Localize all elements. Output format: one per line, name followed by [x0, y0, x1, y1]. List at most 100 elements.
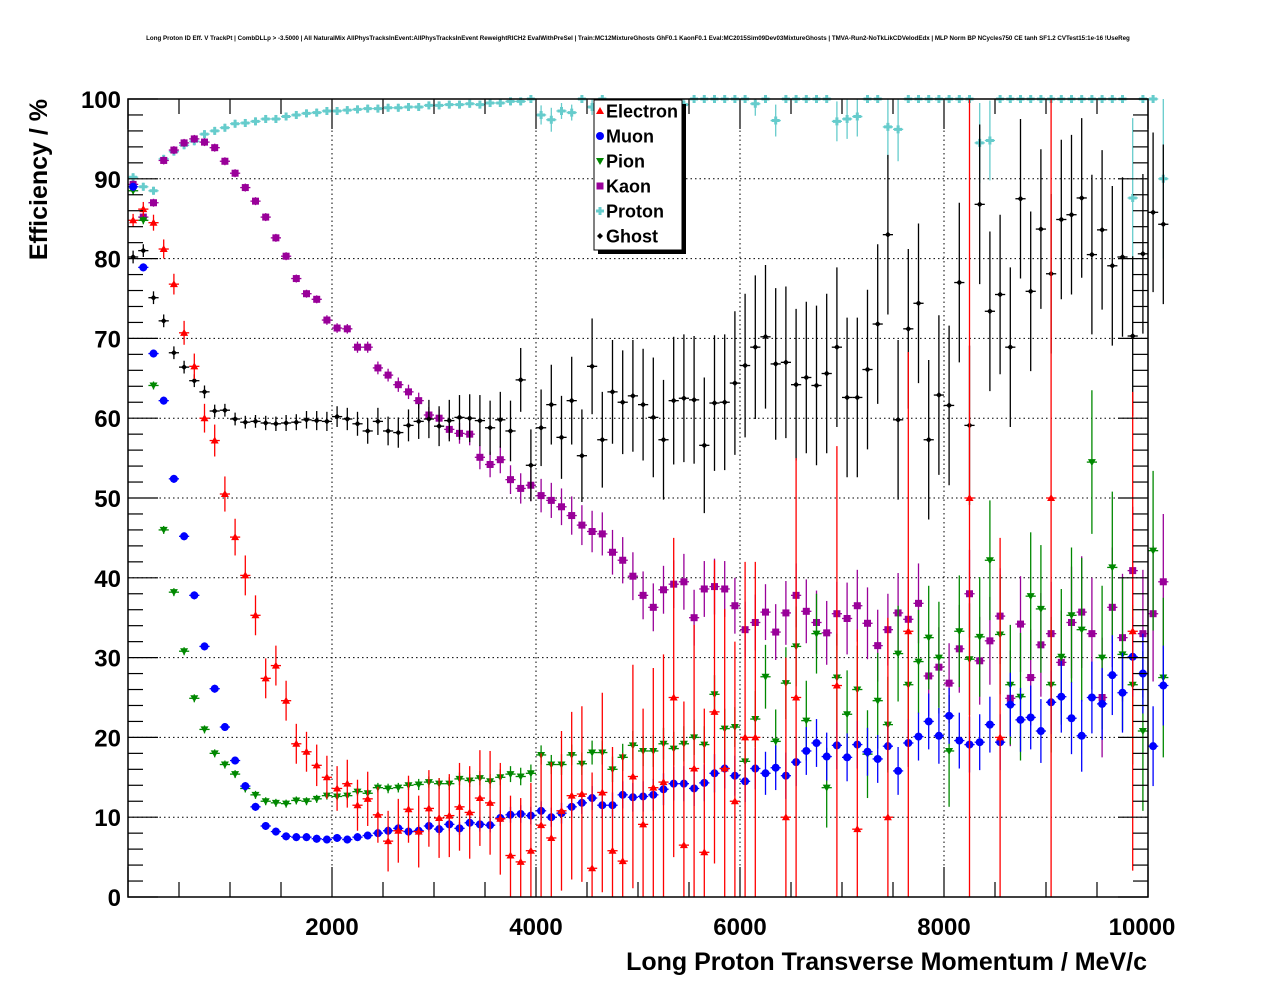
series-pion [128, 186, 1169, 828]
data-point-proton [516, 97, 525, 106]
data-point-ghost [1099, 226, 1106, 233]
data-point-ghost [905, 325, 912, 332]
data-point-ghost [232, 415, 239, 422]
data-point-muon [812, 738, 821, 747]
data-point-muon [1149, 742, 1158, 751]
data-point-kaon [170, 146, 178, 154]
data-point-muon [353, 833, 362, 842]
data-point-electron [577, 790, 586, 798]
data-point-pion [955, 628, 964, 636]
data-point-electron [567, 791, 576, 799]
data-point-proton [231, 119, 240, 128]
data-point-kaon [690, 614, 698, 622]
data-point-pion [384, 785, 393, 793]
data-point-muon [761, 769, 770, 778]
data-point-ghost [823, 370, 830, 377]
legend-marker-ghost [597, 233, 603, 239]
data-point-kaon [731, 602, 739, 610]
data-point-muon [231, 756, 240, 765]
data-point-proton [424, 101, 433, 110]
data-point-proton [567, 108, 576, 117]
legend-box [593, 99, 683, 251]
data-point-ghost [1160, 221, 1167, 228]
data-point-electron [557, 806, 566, 814]
data-point-proton [1149, 95, 1158, 103]
data-point-muon [863, 747, 872, 756]
data-point-pion [220, 761, 229, 769]
data-point-kaon [150, 199, 157, 207]
data-point-muon [312, 834, 321, 843]
legend-label-kaon: Kaon [606, 177, 651, 197]
data-point-ghost [395, 429, 402, 436]
data-point-ghost [793, 381, 800, 388]
axes: 2000 4000 6000 8000 10000 0 10 20 30 40 50 60 70 80 90… [81, 87, 1175, 941]
data-point-muon [945, 711, 954, 720]
data-point-pion [771, 738, 780, 746]
data-point-electron [384, 837, 393, 845]
data-point-proton [129, 173, 138, 182]
data-point-kaon [211, 144, 219, 152]
data-point-ghost [915, 300, 922, 307]
data-point-electron [302, 747, 311, 755]
data-point-proton [220, 123, 229, 132]
data-point-proton [547, 115, 556, 124]
x-tick-label: 2000 [305, 914, 358, 941]
legend-marker-pion [596, 158, 604, 165]
legend: Electron Muon Pion Kaon Proton Ghost [593, 99, 686, 254]
data-point-ghost [874, 321, 881, 328]
data-point-kaon [415, 397, 423, 405]
data-point-kaon [1159, 578, 1167, 586]
legend-label-pion: Pion [606, 152, 645, 172]
data-point-ghost [568, 397, 575, 404]
data-point-proton [1128, 193, 1137, 202]
data-point-pion [169, 589, 178, 597]
data-point-electron [149, 218, 158, 226]
data-point-muon [1006, 700, 1015, 709]
data-point-proton [200, 130, 209, 139]
data-point-pion [1138, 728, 1147, 736]
data-point-ghost [935, 392, 942, 399]
data-point-kaon [823, 629, 831, 637]
data-point-electron [832, 681, 841, 689]
data-point-muon [822, 752, 831, 761]
data-point-ghost [558, 434, 565, 441]
data-point-pion [1087, 459, 1096, 467]
y-tick-label: 20 [94, 725, 121, 752]
data-point-muon [241, 782, 250, 791]
data-point-electron [353, 801, 362, 809]
data-point-proton [751, 99, 760, 108]
data-point-kaon [945, 679, 953, 687]
data-point-electron [414, 827, 423, 835]
data-point-ghost [456, 414, 463, 421]
data-point-pion [394, 784, 403, 792]
data-point-proton [271, 114, 280, 123]
data-point-muon [1087, 693, 1096, 702]
data-point-muon [843, 753, 852, 762]
data-point-ghost [844, 394, 851, 401]
data-point-muon [955, 736, 964, 745]
data-point-electron [700, 848, 709, 856]
data-point-proton [312, 108, 321, 117]
data-point-pion [1077, 626, 1086, 634]
data-point-electron [710, 707, 719, 715]
data-point-muon [322, 835, 331, 844]
data-point-electron [547, 833, 556, 841]
data-point-pion [414, 781, 423, 789]
y-tick-label: 60 [94, 406, 121, 433]
data-point-ghost [436, 423, 443, 430]
plot-title: Long Proton ID Eff. V TrackPt | CombDLLp… [146, 35, 1130, 42]
data-point-muon [363, 831, 372, 840]
x-tick-label: 6000 [713, 914, 766, 941]
data-point-electron [486, 798, 495, 806]
data-point-electron [679, 841, 688, 849]
data-point-electron [730, 797, 739, 805]
x-tick-label: 10000 [1109, 914, 1176, 941]
data-point-electron [322, 773, 331, 781]
data-point-muon [1036, 727, 1045, 736]
data-point-kaon [864, 619, 871, 627]
data-point-ghost [711, 400, 718, 407]
data-point-ghost [813, 382, 820, 389]
data-point-electron [853, 825, 862, 833]
data-point-kaon [547, 496, 555, 504]
data-point-muon [292, 833, 301, 842]
